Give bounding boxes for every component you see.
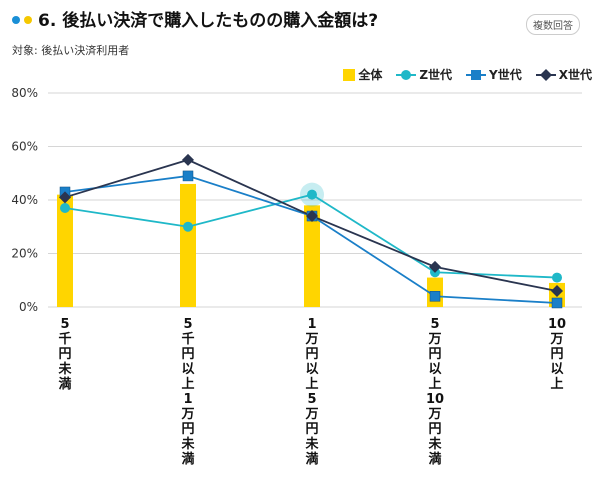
x-tick-label: 5 万円以上 10 万円未満 <box>425 317 445 467</box>
y-tick-label: 0% <box>19 300 38 314</box>
legend-label: Z世代 <box>419 68 453 82</box>
yellow-dot-icon <box>24 16 32 24</box>
blue-dot-icon <box>12 16 20 24</box>
point-circle <box>552 272 562 283</box>
y-tick-label: 20% <box>11 247 38 261</box>
legend-label: X世代 <box>558 68 592 82</box>
legend-square-icon <box>343 68 356 81</box>
point-diamond <box>306 210 318 223</box>
bar-1 <box>180 183 196 307</box>
chart-title: 6. 後払い決済で購入したものの購入金額は? <box>38 11 379 31</box>
point-diamond <box>59 191 71 204</box>
legend-circle-icon <box>396 69 417 80</box>
legend-label: Y世代 <box>489 68 522 82</box>
point-diamond <box>551 284 563 297</box>
point-diamond <box>429 260 441 273</box>
point-square <box>429 291 441 302</box>
legend: 全体 Z世代 Y世代 X世代 <box>343 66 592 83</box>
x-tick-label: 10 万円以上 <box>547 317 567 392</box>
legend-diamond-icon <box>535 68 556 81</box>
bar-2 <box>304 205 320 307</box>
legend-item-y: Y世代 <box>466 66 522 83</box>
chart-subtitle: 対象: 後払い決済利用者 <box>12 44 130 57</box>
point-diamond <box>182 153 194 166</box>
y-tick-label: 40% <box>11 193 38 207</box>
multiple-answer-badge: 複数回答 <box>526 14 580 35</box>
legend-item-z: Z世代 <box>396 66 452 83</box>
point-circle <box>183 221 193 232</box>
point-circle <box>307 189 317 200</box>
legend-item-x: X世代 <box>535 66 592 83</box>
legend-label: 全体 <box>358 68 383 82</box>
bar-0 <box>57 194 73 307</box>
legend-item-all: 全体 <box>343 66 382 83</box>
point-square <box>182 170 194 182</box>
y-tick-label: 80% <box>11 86 38 100</box>
point-square <box>551 297 563 309</box>
legend-square-marker-icon <box>466 69 487 80</box>
y-tick-label: 60% <box>11 140 38 154</box>
point-circle <box>60 203 70 214</box>
